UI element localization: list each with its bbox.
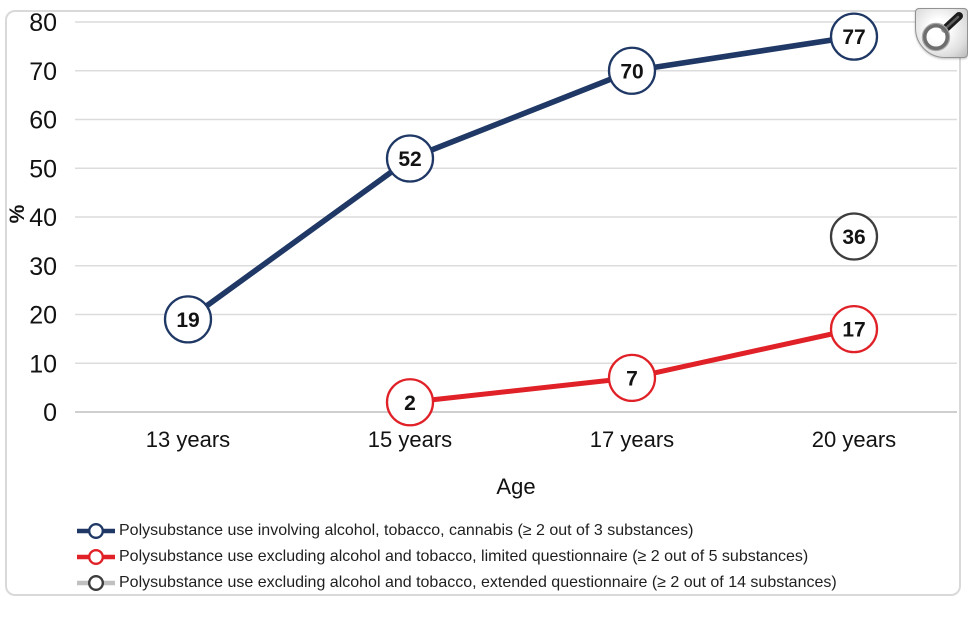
- x-axis-title: Age: [496, 474, 536, 499]
- legend-marker-icon: [77, 574, 115, 592]
- figure-zoom-button[interactable]: [915, 8, 968, 58]
- legend-marker-icon: [77, 548, 115, 566]
- legend-item: Polysubstance use excluding alcohol and …: [76, 570, 837, 596]
- legend-marker-icon: [77, 522, 115, 540]
- legend-item: Polysubstance use excluding alcohol and …: [76, 544, 837, 570]
- y-axis-title: %: [6, 204, 29, 224]
- figure-frame: [5, 10, 961, 596]
- legend-item: Polysubstance use involving alcohol, tob…: [76, 518, 837, 544]
- legend-label: Polysubstance use excluding alcohol and …: [119, 574, 837, 591]
- chart-legend: Polysubstance use involving alcohol, tob…: [76, 518, 837, 596]
- legend-label: Polysubstance use excluding alcohol and …: [119, 548, 809, 565]
- magnifier-icon: [921, 12, 963, 52]
- legend-label: Polysubstance use involving alcohol, tob…: [119, 522, 694, 539]
